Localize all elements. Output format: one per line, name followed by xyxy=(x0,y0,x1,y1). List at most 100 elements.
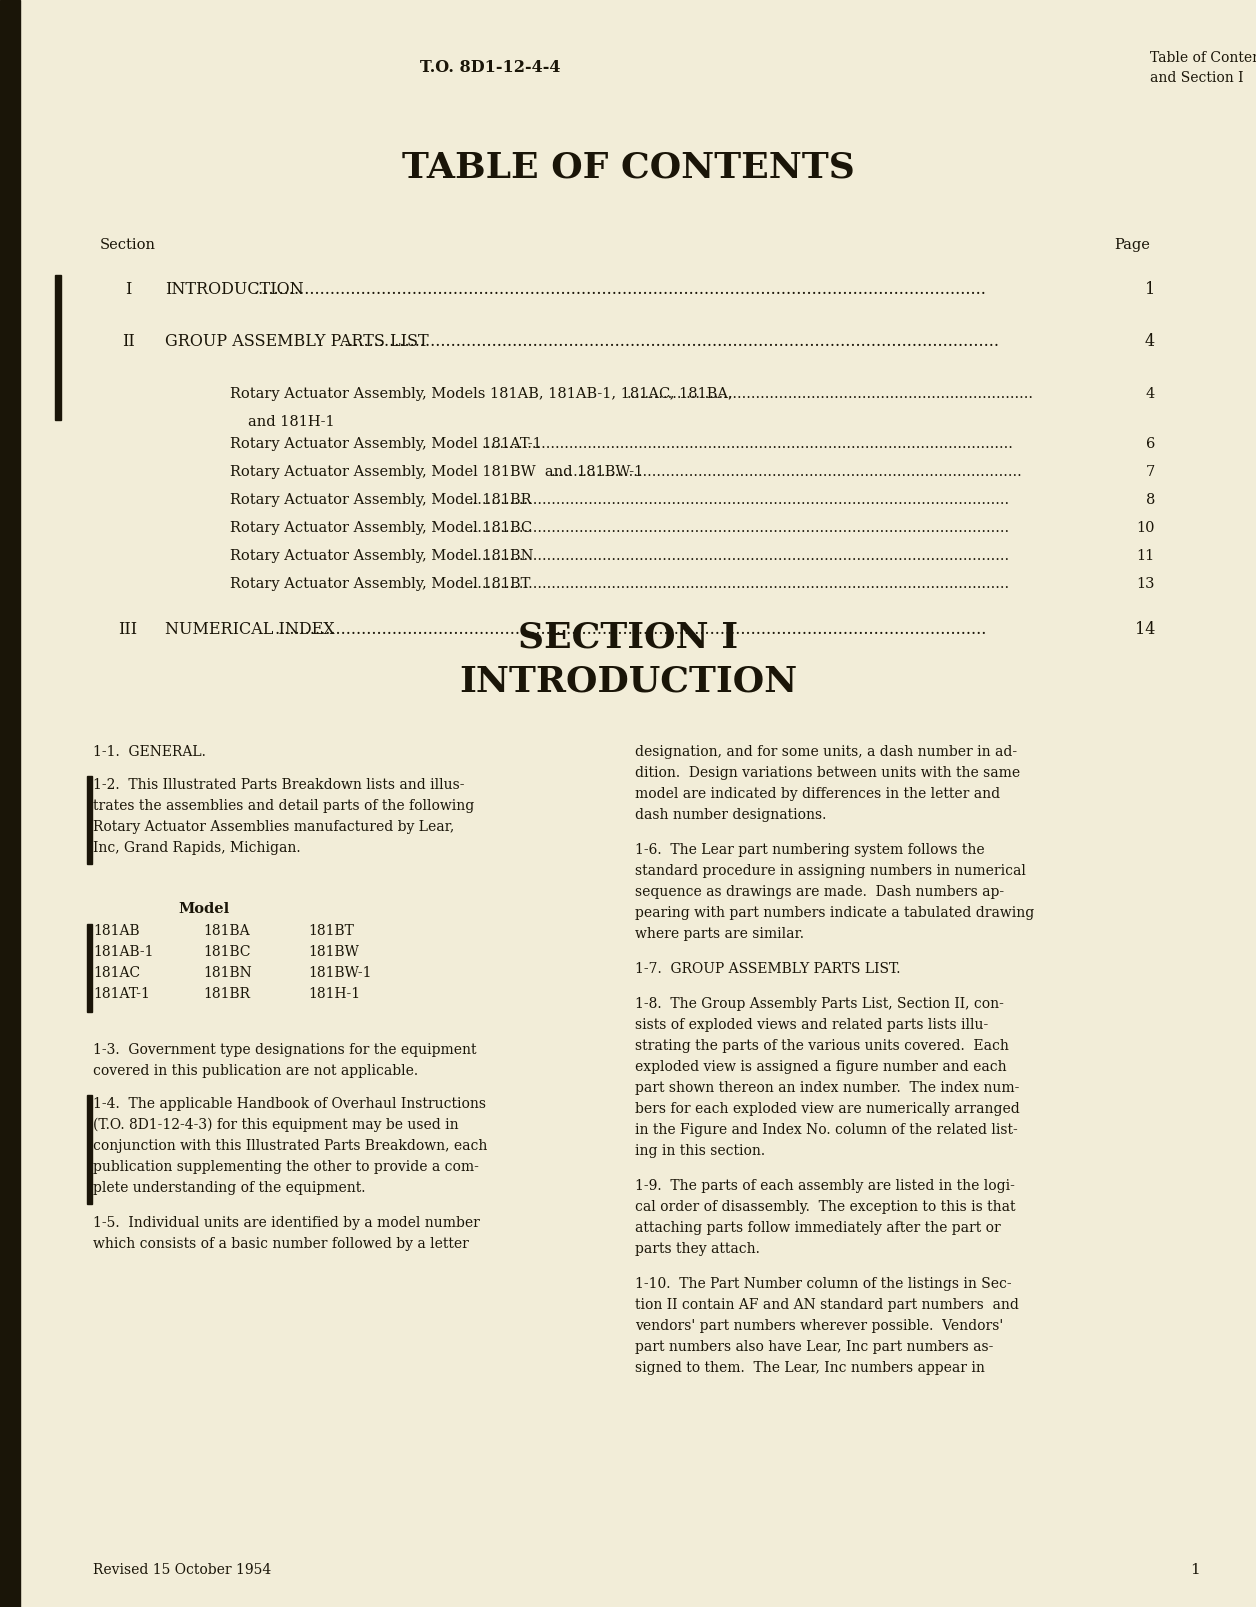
Text: 1: 1 xyxy=(1191,1564,1199,1576)
Text: 1-1.  GENERAL.: 1-1. GENERAL. xyxy=(93,746,206,759)
Text: vendors' part numbers wherever possible.  Vendors': vendors' part numbers wherever possible.… xyxy=(636,1319,1004,1332)
Text: 181AB-1: 181AB-1 xyxy=(93,945,153,959)
Bar xyxy=(55,275,62,419)
Text: II: II xyxy=(122,334,134,350)
Text: 4: 4 xyxy=(1145,334,1156,350)
Text: ................................................................................: ........................................… xyxy=(468,521,1010,535)
Text: 8: 8 xyxy=(1145,493,1156,506)
Text: INTRODUCTION: INTRODUCTION xyxy=(165,281,304,299)
Text: designation, and for some units, a dash number in ad-: designation, and for some units, a dash … xyxy=(636,746,1017,759)
Text: Inc, Grand Rapids, Michigan.: Inc, Grand Rapids, Michigan. xyxy=(93,840,300,855)
Text: 181AB: 181AB xyxy=(93,924,139,938)
Text: Model: Model xyxy=(178,902,230,916)
Text: Rotary Actuator Assembly, Model 181BT: Rotary Actuator Assembly, Model 181BT xyxy=(230,577,530,591)
Text: Table of Contents: Table of Contents xyxy=(1150,51,1256,64)
Text: 181BW: 181BW xyxy=(308,945,359,959)
Text: ................................................................................: ........................................… xyxy=(468,493,1010,506)
Text: 181BW-1: 181BW-1 xyxy=(308,966,372,980)
Text: 181AT-1: 181AT-1 xyxy=(93,987,149,1001)
Text: conjunction with this Illustrated Parts Breakdown, each: conjunction with this Illustrated Parts … xyxy=(93,1139,487,1152)
Text: parts they attach.: parts they attach. xyxy=(636,1242,760,1257)
Text: 181BR: 181BR xyxy=(203,987,250,1001)
Text: 1-5.  Individual units are identified by a model number: 1-5. Individual units are identified by … xyxy=(93,1216,480,1229)
Text: 181BT: 181BT xyxy=(308,924,354,938)
Text: 11: 11 xyxy=(1137,550,1156,562)
Text: signed to them.  The Lear, Inc numbers appear in: signed to them. The Lear, Inc numbers ap… xyxy=(636,1361,985,1376)
Text: 4: 4 xyxy=(1145,387,1156,402)
Text: exploded view is assigned a figure number and each: exploded view is assigned a figure numbe… xyxy=(636,1061,1006,1073)
Text: GROUP ASSEMBLY PARTS LIST: GROUP ASSEMBLY PARTS LIST xyxy=(165,334,428,350)
Text: Page: Page xyxy=(1114,238,1150,252)
Text: ................................................................................: ........................................… xyxy=(254,281,987,299)
Text: 1-2.  This Illustrated Parts Breakdown lists and illus-: 1-2. This Illustrated Parts Breakdown li… xyxy=(93,778,465,792)
Text: ................................................................................: ........................................… xyxy=(551,464,1022,479)
Text: and Section I: and Section I xyxy=(1150,71,1243,85)
Text: 181BN: 181BN xyxy=(203,966,251,980)
Text: SECTION I: SECTION I xyxy=(517,620,739,656)
Text: trates the assemblies and detail parts of the following: trates the assemblies and detail parts o… xyxy=(93,799,475,813)
Text: 6: 6 xyxy=(1145,437,1156,452)
Text: covered in this publication are not applicable.: covered in this publication are not appl… xyxy=(93,1064,418,1078)
Text: ................................................................................: ........................................… xyxy=(468,577,1010,591)
Text: where parts are similar.: where parts are similar. xyxy=(636,927,804,942)
Text: 1-7.  GROUP ASSEMBLY PARTS LIST.: 1-7. GROUP ASSEMBLY PARTS LIST. xyxy=(636,963,901,975)
Text: model are indicated by differences in the letter and: model are indicated by differences in th… xyxy=(636,787,1000,800)
Text: III: III xyxy=(118,622,138,638)
Text: ................................................................................: ........................................… xyxy=(627,387,1034,402)
Text: publication supplementing the other to provide a com-: publication supplementing the other to p… xyxy=(93,1160,479,1175)
Text: dash number designations.: dash number designations. xyxy=(636,808,826,823)
Text: Rotary Actuator Assembly, Model 181BN: Rotary Actuator Assembly, Model 181BN xyxy=(230,550,534,562)
Text: 1: 1 xyxy=(1144,281,1156,299)
Text: T.O. 8D1-12-4-4: T.O. 8D1-12-4-4 xyxy=(420,59,560,77)
Bar xyxy=(87,776,92,865)
Text: and 181H-1: and 181H-1 xyxy=(247,415,334,429)
Text: TABLE OF CONTENTS: TABLE OF CONTENTS xyxy=(402,151,854,185)
Text: 181BA: 181BA xyxy=(203,924,250,938)
Text: Rotary Actuator Assembly, Model 181BC: Rotary Actuator Assembly, Model 181BC xyxy=(230,521,533,535)
Text: sequence as drawings are made.  Dash numbers ap-: sequence as drawings are made. Dash numb… xyxy=(636,885,1004,898)
Text: ing in this section.: ing in this section. xyxy=(636,1144,765,1159)
Text: Rotary Actuator Assembly, Models 181AB, 181AB-1, 181AC, 181BA,: Rotary Actuator Assembly, Models 181AB, … xyxy=(230,387,732,402)
Text: bers for each exploded view are numerically arranged: bers for each exploded view are numerica… xyxy=(636,1102,1020,1115)
Text: 1-4.  The applicable Handbook of Overhaul Instructions: 1-4. The applicable Handbook of Overhaul… xyxy=(93,1098,486,1110)
Text: 1-6.  The Lear part numbering system follows the: 1-6. The Lear part numbering system foll… xyxy=(636,844,985,857)
Text: dition.  Design variations between units with the same: dition. Design variations between units … xyxy=(636,767,1020,779)
Text: ................................................................................: ........................................… xyxy=(343,334,1000,350)
Text: cal order of disassembly.  The exception to this is that: cal order of disassembly. The exception … xyxy=(636,1200,1016,1213)
Text: 1-8.  The Group Assembly Parts List, Section II, con-: 1-8. The Group Assembly Parts List, Sect… xyxy=(636,996,1004,1011)
Text: 1-9.  The parts of each assembly are listed in the logi-: 1-9. The parts of each assembly are list… xyxy=(636,1180,1015,1192)
Text: Rotary Actuator Assembly, Model 181AT-1: Rotary Actuator Assembly, Model 181AT-1 xyxy=(230,437,541,452)
Text: ................................................................................: ........................................… xyxy=(468,550,1010,562)
Text: 181AC: 181AC xyxy=(93,966,141,980)
Text: 181BC: 181BC xyxy=(203,945,250,959)
Bar xyxy=(0,0,20,1607)
Text: I: I xyxy=(124,281,131,299)
Text: pearing with part numbers indicate a tabulated drawing: pearing with part numbers indicate a tab… xyxy=(636,906,1034,919)
Text: INTRODUCTION: INTRODUCTION xyxy=(458,665,798,699)
Text: 1-10.  The Part Number column of the listings in Sec-: 1-10. The Part Number column of the list… xyxy=(636,1278,1011,1290)
Text: part shown thereon an index number.  The index num-: part shown thereon an index number. The … xyxy=(636,1082,1020,1094)
Text: 1-3.  Government type designations for the equipment: 1-3. Government type designations for th… xyxy=(93,1043,476,1057)
Text: Rotary Actuator Assemblies manufactured by Lear,: Rotary Actuator Assemblies manufactured … xyxy=(93,820,455,834)
Text: strating the parts of the various units covered.  Each: strating the parts of the various units … xyxy=(636,1040,1009,1053)
Text: Rotary Actuator Assembly, Model 181BW  and 181BW-1: Rotary Actuator Assembly, Model 181BW an… xyxy=(230,464,643,479)
Text: tion II contain AF and AN standard part numbers  and: tion II contain AF and AN standard part … xyxy=(636,1298,1019,1311)
Text: ................................................................................: ........................................… xyxy=(482,437,1014,452)
Text: which consists of a basic number followed by a letter: which consists of a basic number followe… xyxy=(93,1237,468,1250)
Bar xyxy=(87,924,92,1012)
Text: Section: Section xyxy=(100,238,156,252)
Bar xyxy=(87,1094,92,1204)
Text: sists of exploded views and related parts lists illu-: sists of exploded views and related part… xyxy=(636,1017,988,1032)
Text: ................................................................................: ........................................… xyxy=(275,622,987,638)
Text: 181H-1: 181H-1 xyxy=(308,987,360,1001)
Text: 7: 7 xyxy=(1145,464,1156,479)
Text: NUMERICAL INDEX: NUMERICAL INDEX xyxy=(165,622,334,638)
Text: 14: 14 xyxy=(1134,622,1156,638)
Text: (T.O. 8D1-12-4-3) for this equipment may be used in: (T.O. 8D1-12-4-3) for this equipment may… xyxy=(93,1118,458,1133)
Text: part numbers also have Lear, Inc part numbers as-: part numbers also have Lear, Inc part nu… xyxy=(636,1340,993,1355)
Text: in the Figure and Index No. column of the related list-: in the Figure and Index No. column of th… xyxy=(636,1123,1017,1138)
Text: attaching parts follow immediately after the part or: attaching parts follow immediately after… xyxy=(636,1221,1001,1236)
Text: Revised 15 October 1954: Revised 15 October 1954 xyxy=(93,1564,271,1576)
Text: standard procedure in assigning numbers in numerical: standard procedure in assigning numbers … xyxy=(636,865,1026,877)
Text: plete understanding of the equipment.: plete understanding of the equipment. xyxy=(93,1181,365,1196)
